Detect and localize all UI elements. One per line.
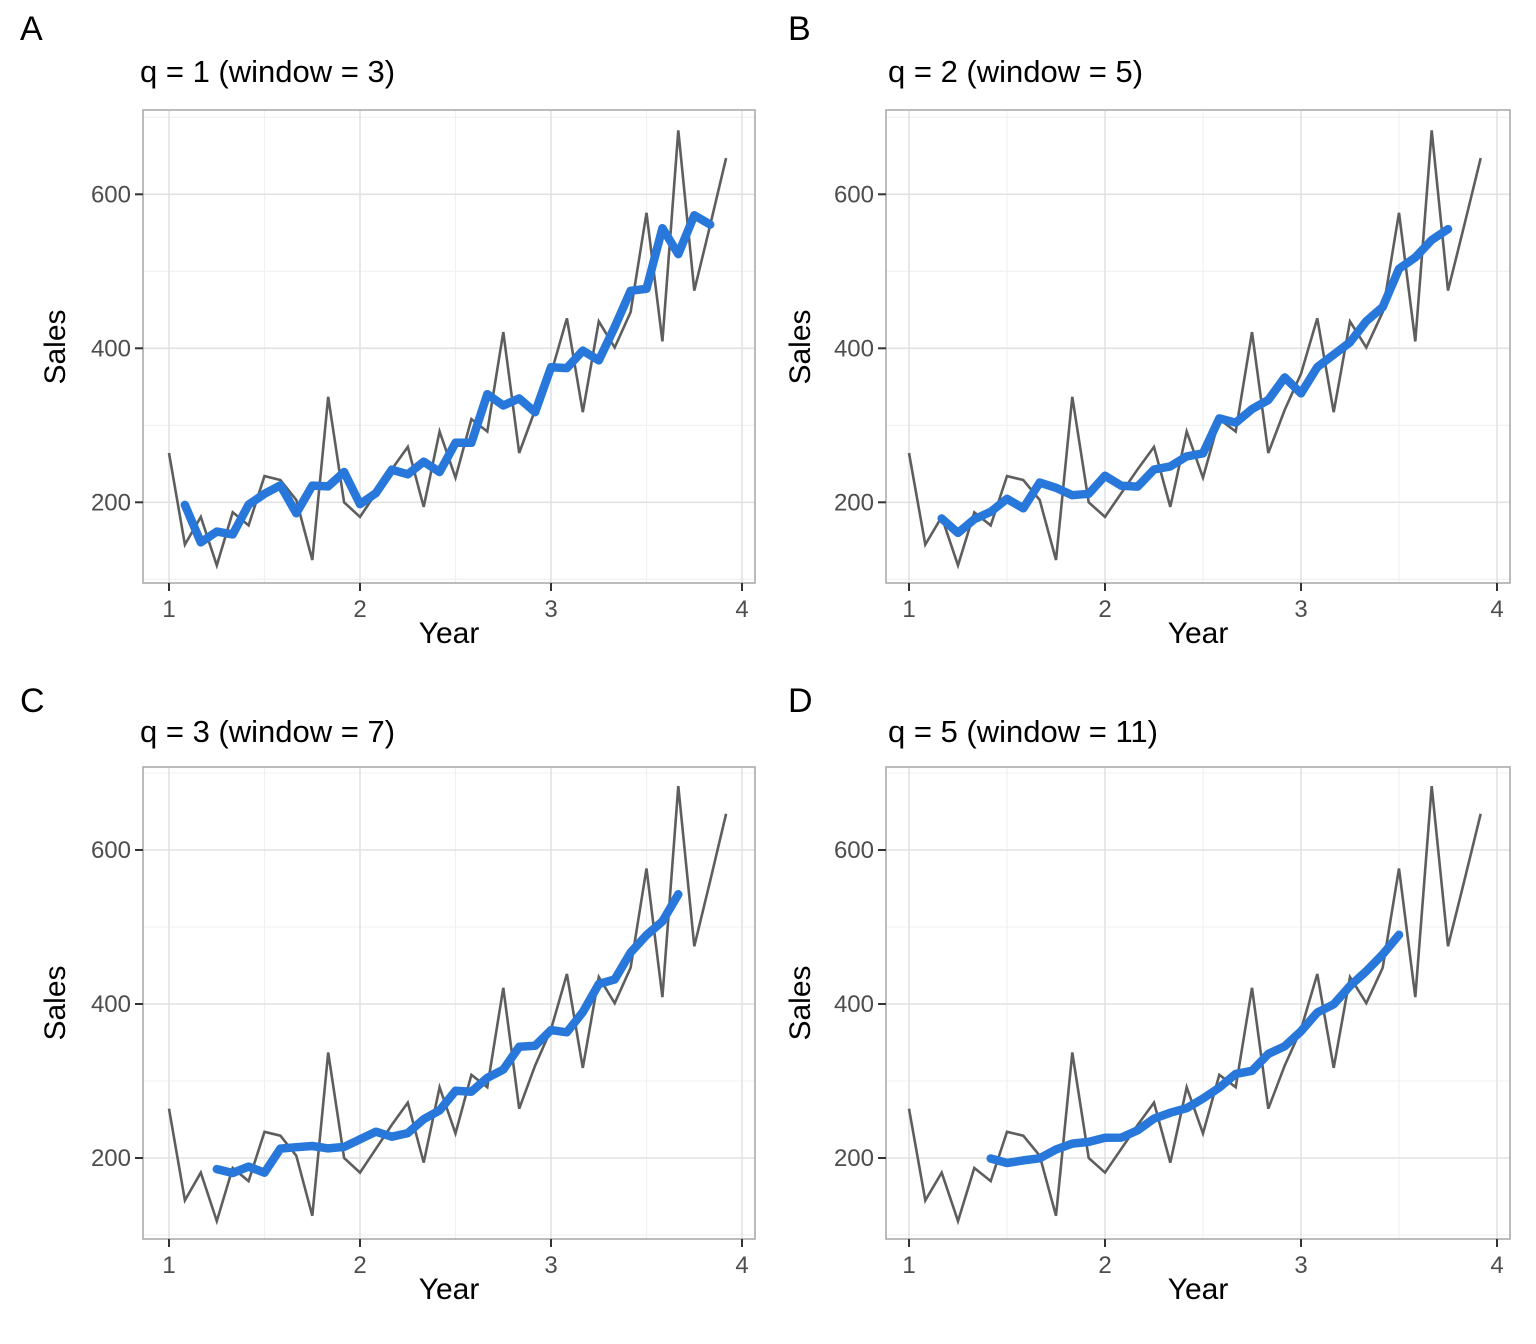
panel-C-x-axis-title: Year: [418, 1273, 480, 1306]
panel-C-title: q = 3 (window = 7): [140, 714, 396, 749]
moving-average-line: [180, 211, 715, 547]
panel-A-x-axis-title: Year: [418, 617, 480, 650]
panel-A: 1 2 3 4 200 400 600 A q = 1 (window = 3) Sales…: [0, 0, 768, 672]
panel-D: 1 2 3 4 200 400 600 D q = 5 (window = 11) Sale…: [768, 672, 1536, 1344]
y-tick-label-600: 600: [834, 837, 874, 864]
x-tick-label-1: 1: [902, 596, 915, 623]
x-tick-label-3: 3: [1294, 596, 1307, 623]
x-tick-label-1: 1: [162, 596, 175, 623]
panel-D-letter: D: [788, 682, 813, 720]
panel-C-letter: C: [20, 682, 45, 720]
panel-A-letter: A: [20, 10, 43, 48]
x-tick-label-4: 4: [735, 1252, 748, 1279]
y-tick-label-600: 600: [91, 181, 131, 208]
y-tick-label-200: 200: [91, 1145, 131, 1172]
panel-D-x-axis-title: Year: [1167, 1273, 1229, 1306]
panel-D-y-axis-title: Sales: [784, 965, 817, 1041]
y-tick-label-200: 200: [834, 1145, 874, 1172]
panel-border: [142, 109, 756, 584]
panel-B-x-axis-title: Year: [1167, 617, 1229, 650]
panel-B-plot: 1 2 3 4 200 400 600: [834, 109, 1511, 623]
panel-D-title: q = 5 (window = 11): [888, 714, 1158, 749]
y-tick-label-400: 400: [91, 991, 131, 1018]
panel-B: 1 2 3 4 200 400 600 B q = 2 (window = 5) Sales…: [768, 0, 1536, 672]
x-tick-label-3: 3: [1294, 1252, 1307, 1279]
panel-A-y-axis-title: Sales: [39, 308, 72, 385]
x-tick-label-4: 4: [735, 596, 748, 623]
panel-A-title: q = 1 (window = 3): [140, 54, 396, 89]
x-tick-label-2: 2: [1098, 596, 1111, 623]
y-tick-label-600: 600: [834, 181, 874, 208]
y-tick-label-200: 200: [834, 489, 874, 516]
y-tick-label-400: 400: [91, 335, 131, 362]
panel-C-plot: 1 2 3 4 200 400 600: [91, 766, 756, 1279]
x-tick-label-2: 2: [353, 1252, 366, 1279]
panel-C-y-axis-title: Sales: [39, 965, 72, 1041]
x-tick-label-3: 3: [544, 596, 557, 623]
x-tick-label-2: 2: [1098, 1252, 1111, 1279]
moving-average-line: [937, 224, 1453, 538]
x-tick-label-1: 1: [162, 1252, 175, 1279]
panel-C: 1 2 3 4 200 400 600 C q = 3 (window = 7) Sales…: [0, 672, 768, 1344]
panel-border: [885, 109, 1511, 584]
panel-A-plot: 1 2 3 4 200 400 600: [91, 109, 756, 623]
moving-average-line: [986, 930, 1404, 1168]
y-tick-label-600: 600: [91, 837, 131, 864]
y-tick-label-200: 200: [91, 489, 131, 516]
x-tick-label-2: 2: [353, 596, 366, 623]
panel-B-title: q = 2 (window = 5): [888, 54, 1144, 89]
moving-average-line: [212, 890, 683, 1178]
x-tick-label-1: 1: [902, 1252, 915, 1279]
panel-border: [885, 766, 1511, 1240]
x-tick-label-3: 3: [544, 1252, 557, 1279]
y-tick-label-400: 400: [834, 335, 874, 362]
x-tick-label-4: 4: [1490, 1252, 1503, 1279]
panel-B-letter: B: [788, 10, 811, 48]
x-tick-label-4: 4: [1490, 596, 1503, 623]
panel-D-plot: 1 2 3 4 200 400 600: [834, 766, 1511, 1279]
panel-B-y-axis-title: Sales: [784, 308, 817, 385]
y-tick-label-400: 400: [834, 991, 874, 1018]
